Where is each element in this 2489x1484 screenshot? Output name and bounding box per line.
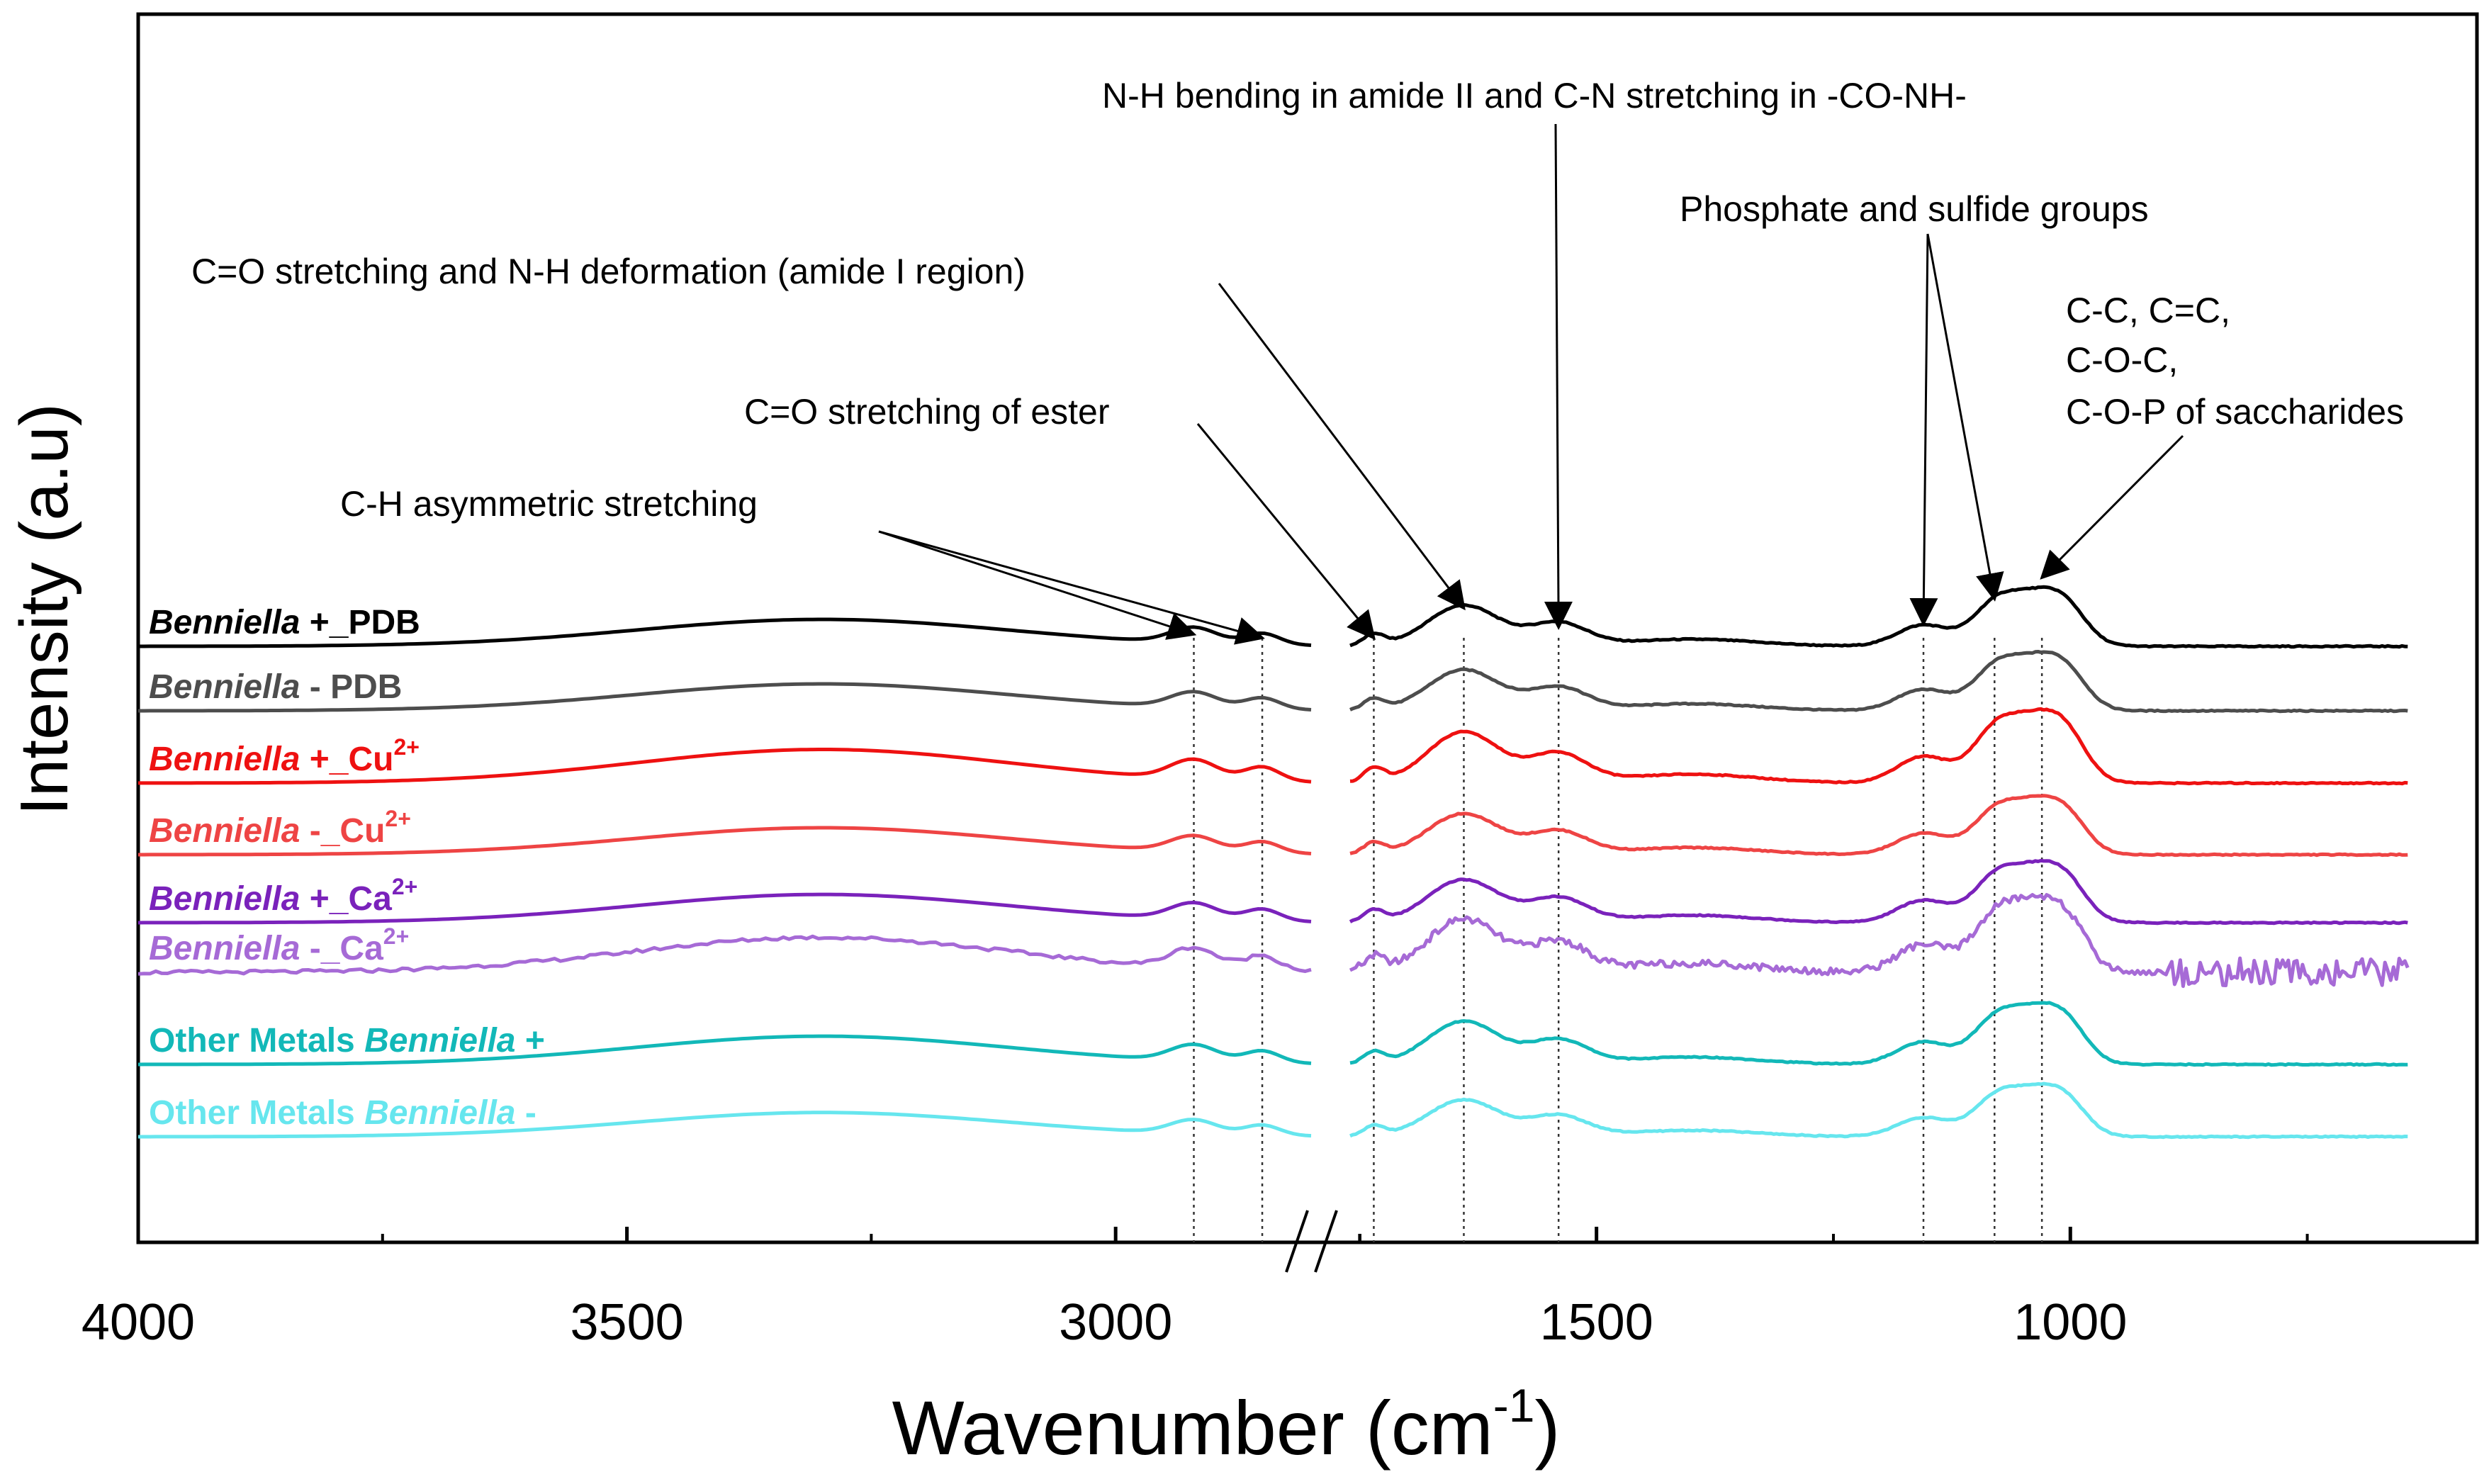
annotation-label: C-C, C=C, [2066,291,2230,330]
series-line-left [137,934,1312,976]
legend-prefix: Other Metals [149,1022,364,1059]
legend-entry: Benniella +_PDB [149,604,420,641]
annotation-arrow [878,530,1197,640]
legend-rest: - [515,1094,536,1132]
legend-rest: -_Cu [300,812,385,850]
legend-sup: 2+ [383,923,409,949]
series-line-left [138,1111,1312,1139]
legend-entry: Benniella -_Cu2+ [149,806,411,850]
tick-label: 4000 [82,1294,195,1351]
annotation-arrow [1196,423,1376,641]
legend-rest: + [515,1022,544,1059]
tick-label: 3000 [1059,1294,1172,1351]
legend-sup: 2+ [392,874,417,899]
reference-lines [1193,638,2043,1242]
series-line-right [1349,1001,2408,1067]
series-line-right [1349,585,2408,649]
tick-label: 1500 [1540,1294,1653,1351]
annotation-label: N-H bending in amide II and C-N stretchi… [1102,76,1967,116]
legend-entry: Benniella - PDB [149,668,402,706]
series-line-left [137,892,1312,925]
series-line-right [1349,650,2408,714]
x-axis: 4000 3500 3000 1500 1000 [82,1210,2309,1351]
annotation-label: C-H asymmetric stretching [340,484,758,524]
legend-entry: Benniella +_Ca2+ [149,874,417,918]
legend-italic: Benniella [149,668,300,706]
annotation-label: C=O stretching and N-H deformation (amid… [191,252,1026,291]
y-axis-title: Intensity (a.u) [6,403,82,816]
legend-italic: Benniella [149,812,300,850]
legend-rest: +_Ca [300,880,392,918]
annotation-label: Phosphate and sulfide groups [1680,189,2149,229]
axis-break-mark [1314,1210,1338,1273]
legend-entry: Benniella -_Ca2+ [149,923,409,967]
legend-sup: 2+ [385,806,410,831]
axis-break-mark [1285,1210,1309,1273]
annotations: C-H asymmetric stretching C=O stretching … [191,76,2404,645]
annotation-arrow [2040,434,2184,580]
series-line-left [137,1034,1312,1067]
axis-break [1285,1210,1338,1273]
annotation-arrow [1909,233,1938,626]
tick-label: 1000 [2013,1294,2127,1351]
legend-italic: Benniella [149,880,300,918]
series-line-right [1349,707,2408,786]
series-line-right [1349,1081,2408,1140]
series-line-right [1349,893,2410,989]
x-axis-title: Wavenumber (cm-1) [892,1379,1561,1471]
legend-italic: Benniella [149,604,300,641]
legend-entry: Other Metals Benniella + [149,1022,545,1059]
series-line-left [138,826,1312,857]
series-line-left [138,748,1312,785]
legend-prefix: Other Metals [149,1094,364,1132]
annotation-label: C-O-P of saccharides [2066,392,2404,432]
tick-label: 3500 [570,1294,683,1351]
legend-entry: Benniella +_Cu2+ [149,734,420,778]
legend-rest: +_PDB [300,604,420,641]
annotation-label: C=O stretching of ester [744,392,1110,432]
annotation-arrow [1544,123,1573,630]
series-line-right [1349,794,2408,858]
legend-rest: +_Cu [300,741,393,778]
series-group [137,585,2410,1140]
legend-rest: -_Ca [300,930,383,967]
series-line-left [138,682,1312,713]
legend-entry: Other Metals Benniella - [149,1094,536,1132]
annotation-arrow [1218,283,1466,611]
legend-sup: 2+ [393,734,419,760]
legend-italic: Benniella [364,1094,515,1132]
legend-rest: - PDB [300,668,402,706]
plot-frame [136,12,2479,1244]
series-line-left [138,617,1312,648]
annotation-arrow [878,530,1265,645]
legend-italic: Benniella [149,930,300,967]
legend-italic: Benniella [364,1022,515,1059]
annotation-label: C-O-C, [2066,340,2178,380]
legend-italic: Benniella [149,741,300,778]
series-line-right [1349,858,2408,926]
annotation-arrow [1926,233,2004,602]
